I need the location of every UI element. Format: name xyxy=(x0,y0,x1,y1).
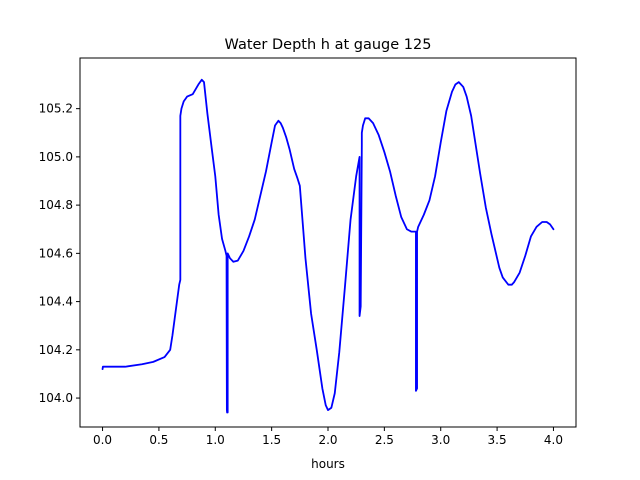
y-tick-label: 104.4 xyxy=(39,295,73,309)
y-tick-label: 104.2 xyxy=(39,343,73,357)
x-tick-label: 4.0 xyxy=(544,433,563,447)
plot-frame xyxy=(79,57,577,428)
x-tick-label: 0.0 xyxy=(93,433,112,447)
y-tick-label: 105.0 xyxy=(39,150,73,164)
y-tick-label: 104.8 xyxy=(39,198,73,212)
y-tick-label: 104.0 xyxy=(39,391,73,405)
x-tick-label: 3.0 xyxy=(431,433,450,447)
x-axis: 0.0 0.5 1.0 1.5 2.0 2.5 3.0 3.5 4.0 xyxy=(93,427,563,447)
series-line-0 xyxy=(101,78,555,414)
x-tick-label: 3.5 xyxy=(488,433,507,447)
chart-title: Water Depth h at gauge 125 xyxy=(225,37,432,53)
x-tick-label: 2.0 xyxy=(318,433,337,447)
plot-area xyxy=(101,78,555,414)
x-tick-label: 1.5 xyxy=(262,433,281,447)
x-tick-label: 2.5 xyxy=(375,433,394,447)
y-axis: 104.0 104.2 104.4 104.6 104.8 105.0 105.2 xyxy=(39,102,80,405)
y-tick-label: 105.2 xyxy=(39,102,73,116)
y-tick-label: 104.6 xyxy=(39,246,73,260)
x-tick-label: 0.5 xyxy=(149,433,168,447)
x-tick-label: 1.0 xyxy=(206,433,225,447)
x-axis-label: hours xyxy=(311,457,345,471)
